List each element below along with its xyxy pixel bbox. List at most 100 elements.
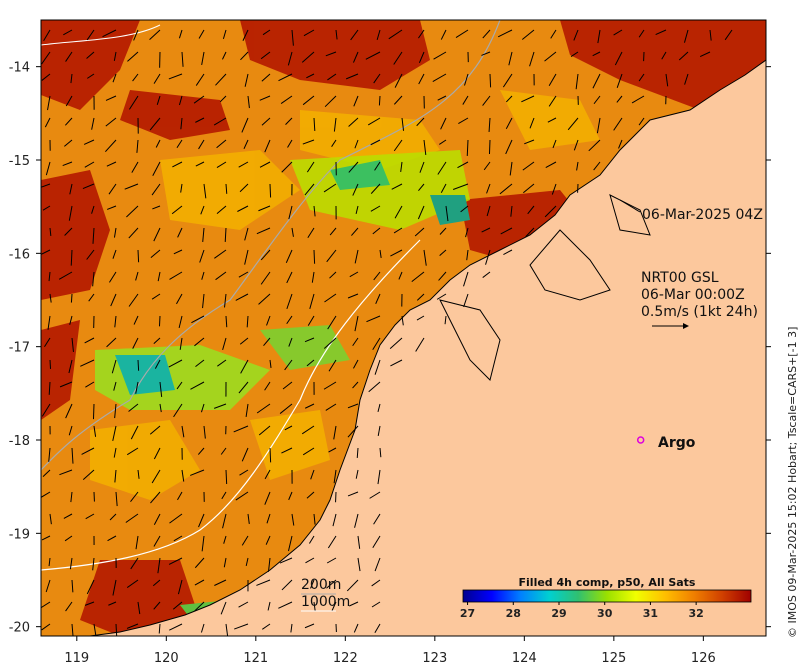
current-vector: [149, 425, 161, 435]
current-vector: [411, 271, 425, 283]
isobath-200m-label: 200m: [301, 577, 341, 593]
current-vector: [327, 535, 337, 549]
current-vector: [152, 579, 161, 587]
current-vector: [80, 359, 95, 367]
current-vector: [216, 205, 227, 215]
current-vector: [107, 535, 117, 542]
current-vector: [153, 227, 161, 242]
current-vector: [48, 447, 51, 462]
current-vector: [678, 51, 689, 61]
map-area: [41, 20, 766, 636]
current-vector: [128, 293, 139, 307]
current-vector: [521, 95, 535, 103]
current-vector: [638, 73, 645, 82]
current-vector: [135, 381, 139, 394]
current-vector: [137, 249, 140, 263]
current-vector: [613, 29, 623, 36]
current-vector: [347, 425, 359, 438]
current-vector: [349, 601, 359, 607]
current-vector: [159, 381, 163, 397]
current-vector: [311, 271, 315, 283]
current-vector: [102, 29, 117, 38]
current-vector: [371, 601, 381, 608]
current-vector: [263, 337, 271, 346]
current-vector: [372, 535, 381, 548]
current-vector: [151, 469, 161, 484]
lon-tick-label: 120: [154, 651, 179, 666]
current-vector: [439, 227, 447, 235]
current-vector: [464, 73, 469, 86]
current-vector: [466, 139, 469, 156]
current-vector: [156, 95, 161, 105]
current-vector: [264, 469, 271, 480]
current-vector: [126, 447, 139, 456]
current-vector: [137, 359, 140, 371]
current-vector: [486, 183, 491, 194]
current-vector: [301, 425, 315, 435]
colorbar: Filled 4h comp, p50, All Sats 27 28 29 30 31…: [460, 576, 752, 620]
current-vector: [303, 29, 315, 37]
current-vector: [371, 579, 381, 587]
current-vector: [304, 183, 315, 196]
current-vector: [71, 447, 74, 464]
current-vector: [245, 403, 249, 418]
current-vector: [127, 51, 139, 62]
current-vector: [355, 205, 359, 215]
current-vector: [439, 249, 447, 256]
current-vector: [48, 271, 51, 282]
current-vector: [525, 227, 535, 238]
current-vector: [306, 359, 315, 367]
current-vector: [438, 271, 447, 281]
current-vector: [233, 425, 249, 433]
current-vector: [281, 161, 293, 173]
current-vector: [256, 227, 271, 235]
current-vector: [200, 403, 205, 413]
current-vector: [241, 447, 249, 462]
current-vector: [440, 29, 447, 40]
current-vector: [401, 315, 404, 326]
current-vector: [258, 425, 271, 436]
current-source-label: NRT00 GSL: [641, 270, 719, 286]
colorbar-tick-label: 28: [506, 607, 521, 620]
current-vector: [388, 29, 403, 40]
current-vector: [356, 447, 359, 458]
current-vector: [302, 447, 315, 456]
current-vector: [618, 139, 623, 149]
current-vector: [203, 425, 206, 439]
current-vector: [115, 623, 118, 636]
current-vector: [154, 359, 161, 369]
current-vector: [114, 469, 117, 483]
current-vector: [416, 315, 425, 321]
current-vector: [499, 183, 513, 195]
current-vector: [223, 535, 227, 544]
lat-tick-label: -19: [9, 527, 30, 542]
current-vector: [137, 601, 141, 615]
current-vector: [390, 249, 403, 257]
current-vector: [155, 139, 161, 148]
current-vector: [724, 29, 733, 41]
current-vector: [87, 73, 95, 79]
current-vector: [153, 601, 161, 610]
lon-tick-label: 122: [333, 651, 358, 666]
current-vector: [325, 51, 337, 57]
current-vector: [313, 513, 316, 525]
current-vector: [41, 403, 51, 417]
current-vector: [169, 271, 183, 280]
current-vector: [198, 513, 205, 528]
current-vector: [59, 469, 73, 476]
current-vector: [613, 117, 623, 131]
current-vector: [112, 579, 117, 596]
current-vector: [262, 29, 271, 36]
current-vector: [201, 535, 205, 552]
current-vector: [261, 117, 271, 126]
current-vector: [104, 139, 117, 153]
current-vector: [88, 293, 95, 302]
current-vector: [128, 227, 139, 239]
current-vector: [348, 117, 359, 127]
current-vector: [217, 359, 227, 367]
current-vector: [168, 557, 183, 565]
current-vector: [326, 249, 337, 263]
current-vector: [440, 117, 447, 130]
current-vector: [47, 315, 51, 330]
current-vector: [368, 381, 381, 393]
